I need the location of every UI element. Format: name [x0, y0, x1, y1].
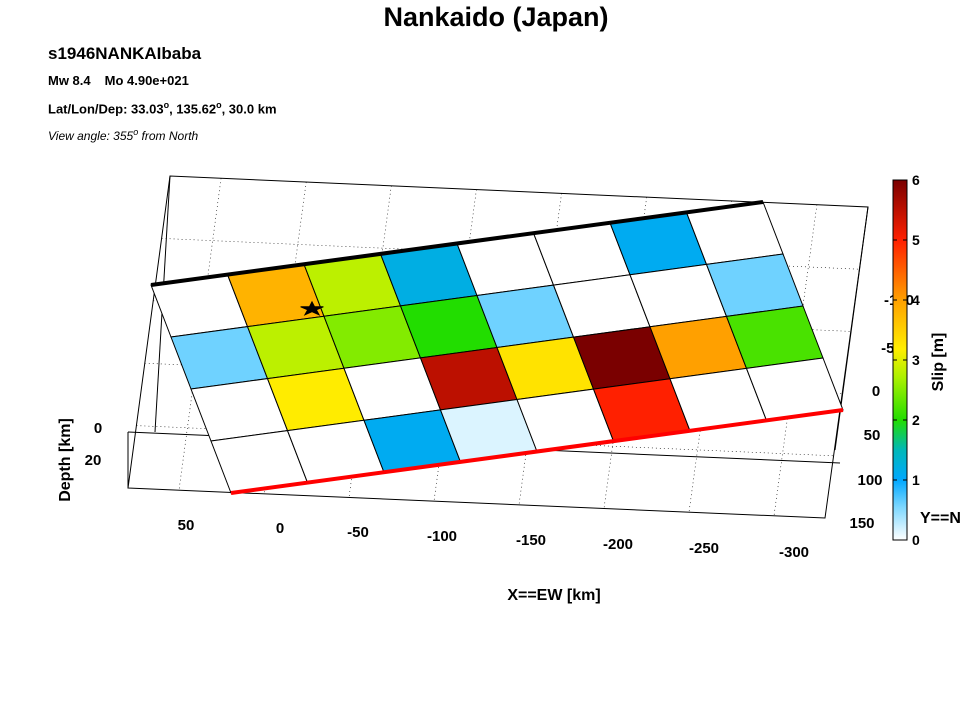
location-end: , 30.0 km: [221, 101, 277, 117]
x-tick-label: 0: [276, 520, 284, 537]
view-end: from North: [138, 129, 199, 143]
x-tick-label: -250: [689, 540, 719, 557]
x-axis-label: X==EW [km]: [507, 587, 600, 604]
y-tick-label: 100: [857, 472, 882, 489]
grid-line-x: [178, 178, 222, 491]
x-tick-label: -300: [779, 544, 809, 561]
colorbar: 0 1 2 3 4 5 6 Slip [m]: [892, 172, 947, 548]
grid-line-x: [773, 204, 818, 516]
axis-ticks: 500-50-100-150-200-250-300-100-500501001…: [57, 292, 960, 604]
grid-line-y: [161, 238, 860, 270]
colorbar-tick-label: 1: [912, 472, 920, 488]
hypocenter-layer: [300, 300, 324, 316]
z-tick-label: 20: [85, 452, 102, 469]
colorbar-tick-label: 2: [912, 412, 920, 428]
mo-label: Mo 4.90e+021: [104, 73, 189, 88]
y-tick-label: 150: [849, 515, 874, 532]
colorbar-tick-label: 6: [912, 172, 920, 188]
y-tick-label: 50: [864, 427, 881, 444]
degree-sup-view: o: [133, 127, 139, 137]
y-tick-label: 0: [872, 383, 880, 400]
fault-bottom-edge: [230, 408, 844, 495]
z-tick-label: 0: [94, 420, 102, 437]
colorbar-tick-label: 5: [912, 232, 920, 248]
grid-line-x: [263, 182, 307, 494]
x-tick-label: -150: [516, 532, 546, 549]
colorbar-label: Slip [m]: [930, 333, 947, 392]
location-info: Lat/Lon/Dep: 33.03o, 135.62o, 30.0 km: [48, 100, 277, 116]
fault-top-edge: [150, 200, 764, 287]
fault-traces: [150, 200, 844, 495]
model-name: s1946NANKAIbaba: [48, 44, 202, 63]
colorbar-tick-label: 3: [912, 352, 920, 368]
colorbar-tick-label: 0: [912, 532, 920, 548]
location-mid: , 135.62: [169, 101, 217, 117]
axis-right-edge: [834, 206, 869, 451]
degree-sup-lat: o: [163, 100, 170, 110]
x-tick-label: -100: [427, 528, 457, 545]
x-tick-label: 50: [178, 517, 195, 534]
colorbar-tick-label: 4: [912, 292, 920, 308]
slip-patches: [150, 201, 844, 494]
y-axis-label: Y==NS [km]: [920, 510, 960, 527]
grid-line-x: [348, 185, 392, 498]
view-label: View angle: 355: [48, 129, 134, 143]
z-axis-label: Depth [km]: [57, 418, 74, 502]
x-tick-label: -50: [347, 524, 369, 541]
x-tick-label: -200: [603, 536, 633, 553]
view-angle-info: View angle: 355o from North: [48, 127, 198, 143]
degree-sup-lon: o: [216, 100, 222, 110]
mw-label: Mw 8.4: [48, 73, 91, 88]
location-label: Lat/Lon/Dep: 33.03: [48, 101, 164, 117]
magnitude-info: Mw 8.4 Mo 4.90e+021: [48, 73, 189, 88]
chart-title: Nankaido (Japan): [383, 2, 609, 32]
hypocenter-star-icon: [300, 300, 324, 316]
